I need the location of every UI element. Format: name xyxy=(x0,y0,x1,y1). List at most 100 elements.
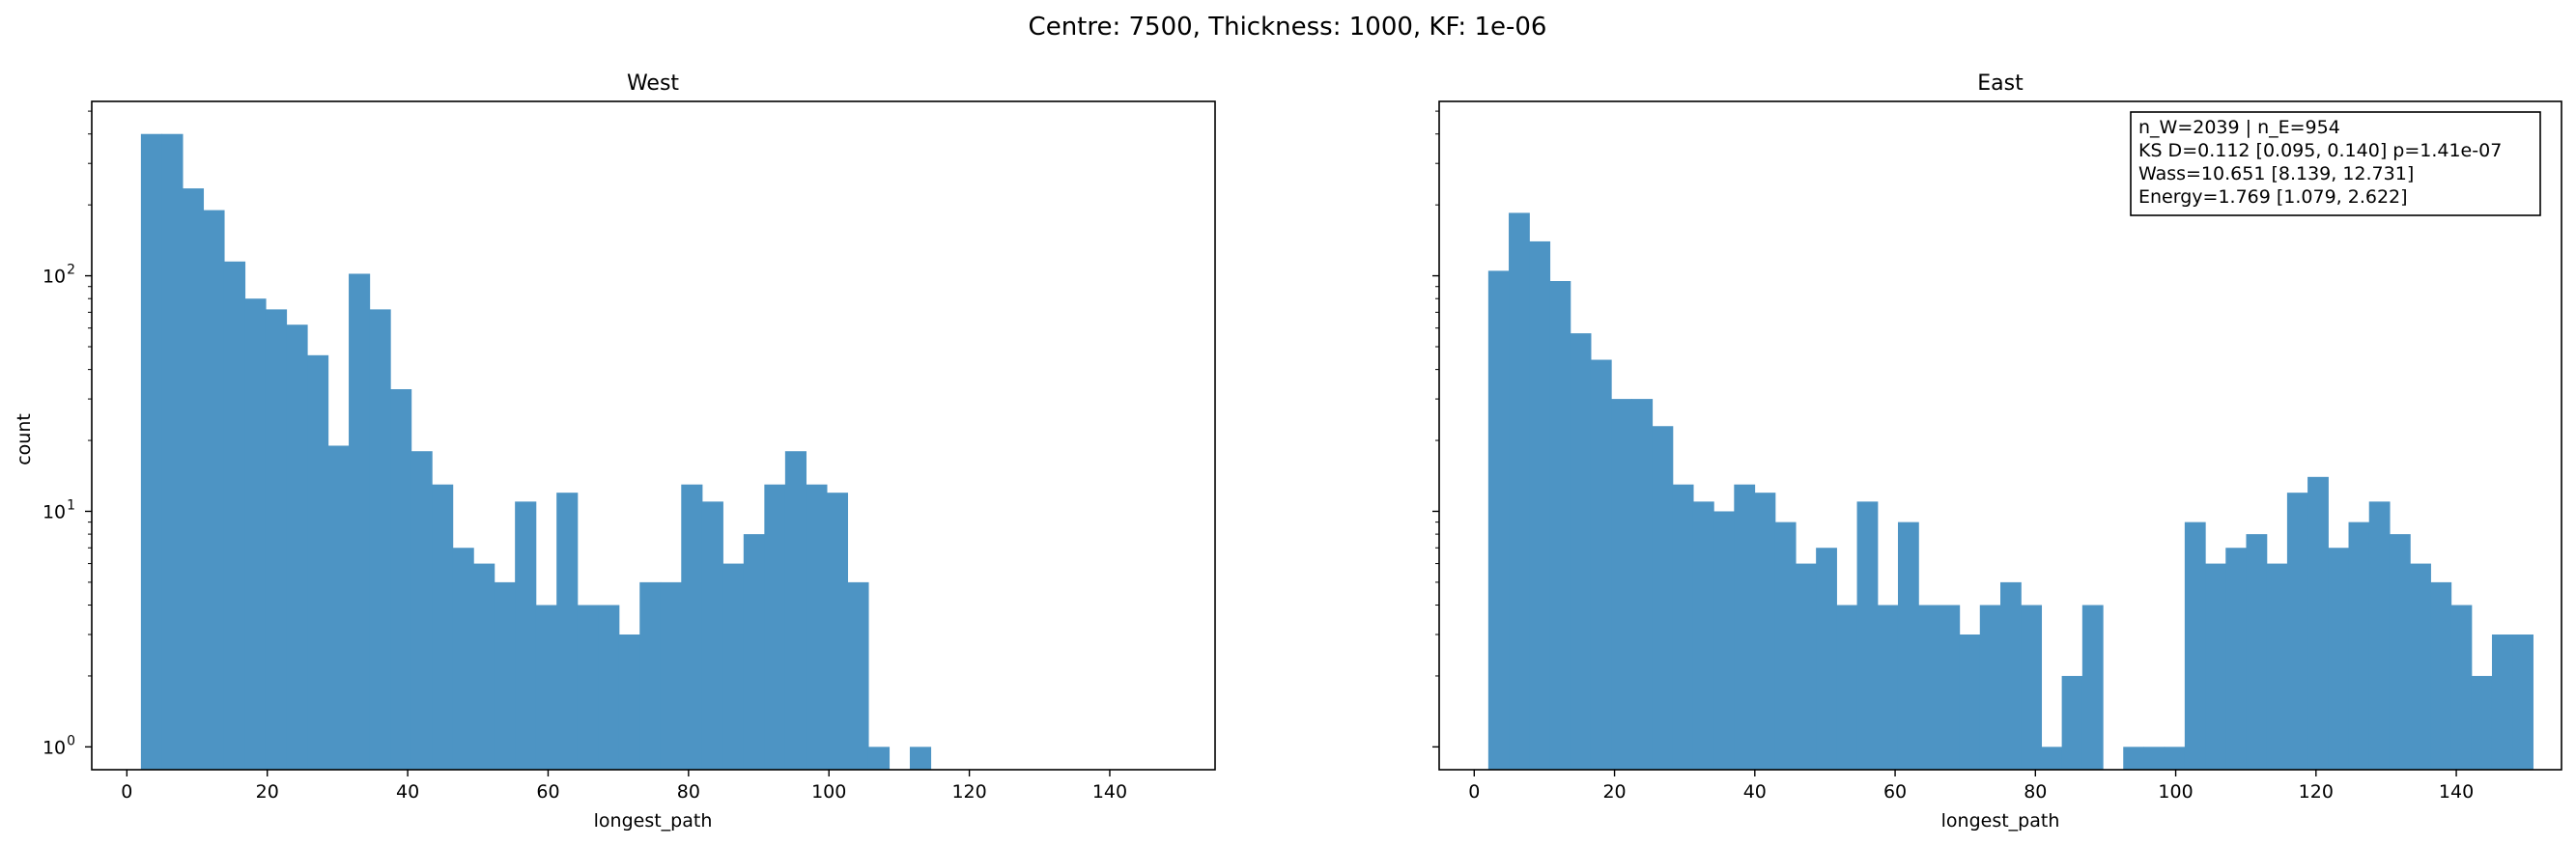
east-panel: East 0 20 40 60 80 100 120 140 longest_path n_W… xyxy=(1432,71,2562,832)
histogram-bar xyxy=(473,563,495,770)
histogram-bar xyxy=(1754,493,1776,770)
histogram-bar xyxy=(390,389,412,770)
histogram-bar xyxy=(867,747,891,770)
histogram-bar xyxy=(660,581,682,770)
east-y-ticks xyxy=(1432,110,1439,748)
east-x-label: longest_path xyxy=(1941,810,2060,832)
y-tick-label: 101 xyxy=(42,497,75,522)
histogram-bar xyxy=(1918,605,1939,770)
histogram-bar xyxy=(535,605,557,770)
histogram-bar xyxy=(2081,605,2104,770)
histogram-bar xyxy=(515,501,537,770)
x-tick-label: 100 xyxy=(2158,781,2193,803)
east-axes-frame xyxy=(1438,100,2562,771)
histogram-bar xyxy=(743,534,765,770)
histogram-bar xyxy=(826,493,849,770)
stats-line-ks: KS D=0.112 [0.095, 0.140] p=1.41e-07 xyxy=(2138,140,2502,161)
x-tick-label: 20 xyxy=(256,781,279,803)
histogram-bar xyxy=(1959,634,1981,770)
histogram-bar xyxy=(1549,281,1571,770)
x-tick-label: 80 xyxy=(2024,781,2047,803)
histogram-bar xyxy=(286,324,308,770)
histogram-bar xyxy=(182,188,205,770)
x-tick-label: 80 xyxy=(677,781,700,803)
histogram-bar xyxy=(2143,747,2166,770)
histogram-bar xyxy=(1795,563,1817,770)
histogram-bar xyxy=(327,445,350,770)
histogram-bar xyxy=(494,581,516,770)
histogram-bar xyxy=(410,451,433,770)
west-y-label: count xyxy=(14,413,35,465)
x-tick-label: 120 xyxy=(951,781,986,803)
histogram-bar xyxy=(1631,399,1654,770)
west-y-ticks: 100 101 102 xyxy=(42,110,92,758)
x-tick-label: 0 xyxy=(121,781,132,803)
x-tick-label: 60 xyxy=(536,781,559,803)
histogram-bar xyxy=(1836,605,1858,770)
histogram-bar xyxy=(806,484,828,770)
histogram-bar xyxy=(1774,522,1797,770)
histogram-bar xyxy=(369,309,391,770)
histogram-bar xyxy=(1529,240,1551,770)
histogram-bar xyxy=(1816,548,1837,770)
histogram-bar xyxy=(598,605,620,770)
histogram-bar xyxy=(2205,563,2226,770)
histogram-bar xyxy=(1672,484,1694,770)
y-tick-label: 100 xyxy=(42,733,75,758)
histogram-bar xyxy=(847,581,869,770)
x-tick-label: 0 xyxy=(1468,781,1480,803)
histogram-bar xyxy=(764,484,786,770)
east-bars xyxy=(1487,212,2534,770)
x-tick-label: 40 xyxy=(396,781,419,803)
histogram-bar xyxy=(2266,563,2288,770)
histogram-bar xyxy=(1734,484,1756,770)
histogram-bar xyxy=(1590,359,1612,770)
histogram-bar xyxy=(161,133,184,771)
histogram-bar xyxy=(2430,581,2452,770)
histogram-bar xyxy=(2307,476,2329,770)
histogram-bar xyxy=(2000,581,2022,770)
histogram-bar xyxy=(1692,501,1714,770)
west-axes-frame xyxy=(91,100,1216,771)
histogram-bar xyxy=(2389,534,2411,770)
y-tick-label: 102 xyxy=(42,263,75,288)
histogram-bar xyxy=(349,273,371,771)
histogram-bar xyxy=(2410,563,2431,770)
west-x-label: longest_path xyxy=(594,810,713,832)
x-tick-label: 60 xyxy=(1883,781,1907,803)
histogram-bar xyxy=(577,605,599,770)
histogram-bar xyxy=(223,261,246,770)
histogram-bar xyxy=(2061,675,2083,770)
histogram-bar xyxy=(2368,501,2391,770)
histogram-bar xyxy=(681,484,703,770)
histogram-bar xyxy=(1652,426,1674,770)
stats-line-counts: n_W=2039 | n_E=954 xyxy=(2138,117,2340,138)
histogram-bar xyxy=(432,484,454,770)
west-panel: West 0 20 40 60 80 100 120 140 100 101 102 longes… xyxy=(14,71,1216,832)
histogram-bar xyxy=(1570,333,1592,770)
histogram-bar xyxy=(909,747,932,770)
x-tick-label: 20 xyxy=(1602,781,1626,803)
west-x-ticks: 0 20 40 60 80 100 120 140 xyxy=(121,770,1127,803)
histogram-bar xyxy=(618,634,640,770)
x-tick-label: 140 xyxy=(2439,781,2474,803)
histogram-bar xyxy=(2041,747,2063,770)
figure-suptitle: Centre: 7500, Thickness: 1000, KF: 1e-06 xyxy=(1029,13,1547,42)
histogram-bar xyxy=(701,501,723,770)
stats-line-energy: Energy=1.769 [1.079, 2.622] xyxy=(2138,186,2408,208)
histogram-bar xyxy=(1611,399,1632,770)
x-tick-label: 40 xyxy=(1743,781,1767,803)
stats-line-wasserstein: Wass=10.651 [8.139, 12.731] xyxy=(2138,163,2414,184)
histogram-bar xyxy=(244,298,267,770)
histogram-bar xyxy=(140,133,162,771)
x-tick-label: 140 xyxy=(1092,781,1127,803)
histogram-bar xyxy=(2491,634,2513,770)
histogram-bar xyxy=(265,309,288,770)
histogram-bar xyxy=(2184,522,2206,770)
histogram-bar xyxy=(2123,747,2145,770)
histogram-bar xyxy=(2348,522,2370,770)
x-tick-label: 100 xyxy=(811,781,846,803)
histogram-bar xyxy=(452,548,474,770)
stats-legend-box: n_W=2039 | n_E=954 KS D=0.112 [0.095, 0.… xyxy=(2130,111,2541,216)
